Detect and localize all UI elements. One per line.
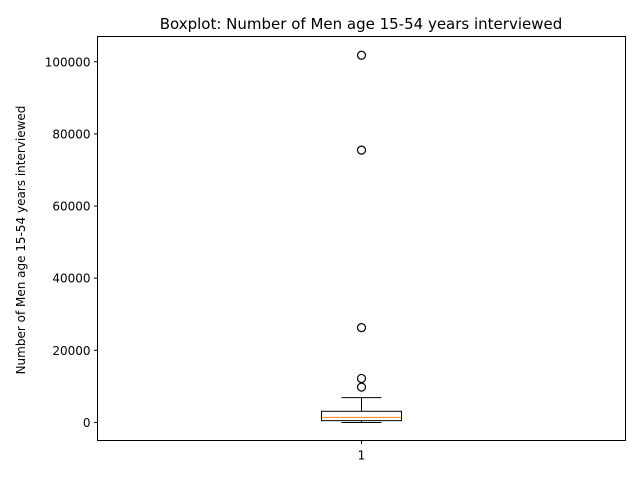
outlier-point <box>356 373 367 384</box>
box-marks <box>321 50 402 423</box>
y-tick-label: 60000 <box>52 200 90 214</box>
outlier-point <box>356 145 367 155</box>
y-tick-label: 80000 <box>52 127 90 141</box>
y-tick-label: 40000 <box>52 272 90 286</box>
plot-frame <box>97 36 626 441</box>
outlier-point <box>356 382 367 392</box>
x-axis-ticks: 1 <box>358 440 366 463</box>
y-axis-label: Number of Men age 15-54 years interviewe… <box>14 106 28 375</box>
outlier-point <box>356 322 367 333</box>
y-tick-label: 20000 <box>52 344 90 358</box>
y-tick-label: 0 <box>83 416 91 430</box>
chart-title: Boxplot: Number of Men age 15-54 years i… <box>160 15 563 33</box>
y-tick-label: 100000 <box>45 55 91 69</box>
y-axis-ticks: 0 20000 40000 60000 80000 100000 <box>45 55 98 430</box>
outlier-point <box>356 50 367 60</box>
x-tick-label: 1 <box>358 449 366 463</box>
box-iqr <box>321 410 402 422</box>
